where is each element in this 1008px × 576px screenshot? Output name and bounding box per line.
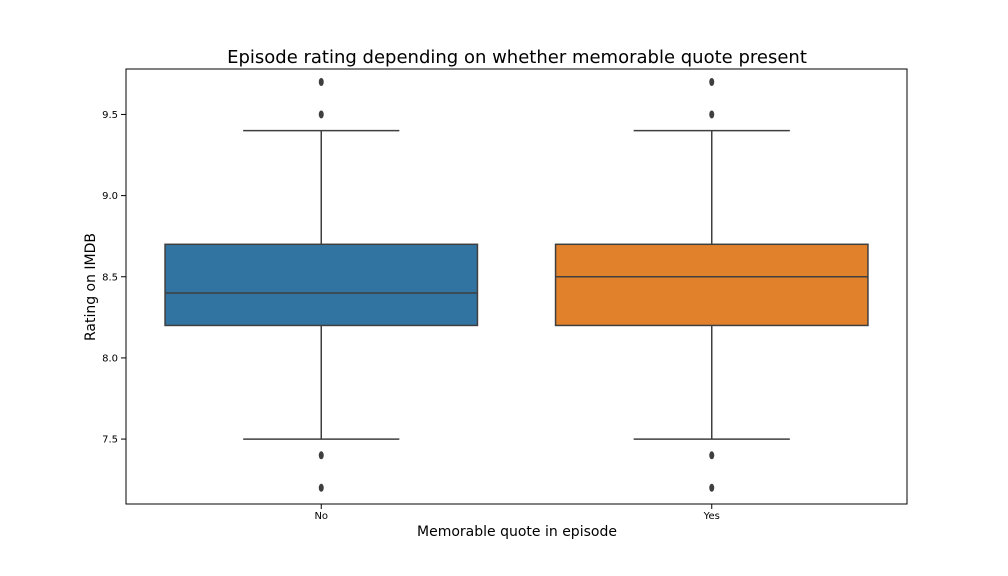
chart-title: Episode rating depending on whether memo… <box>227 47 807 68</box>
plot-frame <box>125 68 908 505</box>
y-axis: 7.5 8.0 8.5 9.0 9.5 <box>102 110 126 446</box>
outlier-point-yes <box>709 77 715 86</box>
outlier-point-yes <box>709 110 715 119</box>
y-axis-label: Rating on IMDB <box>83 233 99 341</box>
x-tick-label: No <box>314 511 328 522</box>
y-tick-label: 9.0 <box>102 191 118 202</box>
outlier-point-yes <box>709 483 715 492</box>
plot-area <box>164 77 869 492</box>
box-group-no <box>164 77 479 492</box>
outlier-point-no <box>318 77 324 86</box>
x-tick-label: Yes <box>703 511 720 522</box>
box-no <box>164 243 479 327</box>
y-tick-label: 7.5 <box>102 435 118 446</box>
box-group-yes <box>554 77 869 492</box>
x-axis: No Yes <box>314 504 720 522</box>
outlier-point-no <box>318 451 324 460</box>
box-yes <box>554 243 869 327</box>
x-axis-label: Memorable quote in episode <box>417 524 617 540</box>
outlier-point-yes <box>709 451 715 460</box>
y-tick-label: 9.5 <box>102 110 118 121</box>
outlier-point-no <box>318 483 324 492</box>
y-tick-label: 8.0 <box>102 353 118 364</box>
outlier-point-no <box>318 110 324 119</box>
y-tick-label: 8.5 <box>102 272 118 283</box>
